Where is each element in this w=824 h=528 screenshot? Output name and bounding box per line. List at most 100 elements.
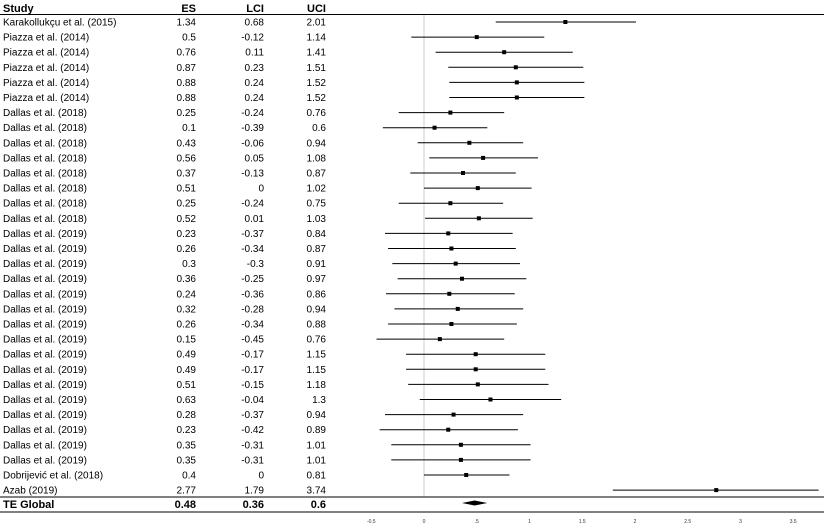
- uci-value: 0.94: [307, 410, 327, 421]
- effect-point: [437, 337, 442, 342]
- lci-value: -0.17: [241, 365, 264, 376]
- effect-point: [473, 352, 478, 357]
- uci-value: 0.76: [307, 108, 327, 119]
- effect-point: [467, 140, 472, 145]
- effect-point: [458, 442, 463, 447]
- uci-value: 1.03: [307, 214, 327, 225]
- effect-point: [458, 457, 463, 462]
- lci-value: -0.28: [241, 304, 264, 315]
- x-tick-label: -0.5: [367, 519, 376, 525]
- study-label: Dallas et al. (2018): [3, 123, 87, 134]
- plot-marks: [376, 15, 819, 506]
- uci-value: 1.15: [307, 350, 327, 361]
- lci-value: 0.01: [245, 214, 265, 225]
- summary-lci: 0.36: [243, 499, 264, 511]
- es-value: 0.88: [177, 93, 197, 104]
- uci-value: 1.3: [312, 395, 326, 406]
- uci-value: 1.01: [307, 440, 327, 451]
- uci-value: 0.87: [307, 244, 327, 255]
- lci-value: -0.17: [241, 350, 264, 361]
- uci-value: 3.74: [307, 486, 327, 497]
- study-label: Dallas et al. (2019): [3, 440, 87, 451]
- study-label: Piazza et al. (2014): [3, 78, 89, 89]
- uci-value: 1.14: [307, 33, 327, 44]
- uci-value: 0.94: [307, 138, 327, 149]
- es-value: 0.49: [177, 365, 197, 376]
- uci-value: 0.87: [307, 169, 327, 180]
- lci-value: 0.11: [245, 48, 264, 59]
- lci-value: -0.31: [241, 455, 264, 466]
- study-label: Dallas et al. (2018): [3, 199, 87, 210]
- effect-point: [514, 95, 519, 100]
- es-value: 0.26: [177, 244, 197, 255]
- uci-value: 0.81: [307, 471, 327, 482]
- study-label: Dallas et al. (2019): [3, 304, 87, 315]
- uci-value: 1.18: [307, 380, 327, 391]
- study-label: Dallas et al. (2019): [3, 455, 87, 466]
- effect-point: [502, 50, 507, 55]
- study-label: Karakollukçu et al. (2015): [3, 18, 116, 29]
- study-label: Dallas et al. (2019): [3, 410, 87, 421]
- lci-value: -0.42: [241, 425, 264, 436]
- study-label: Dallas et al. (2019): [3, 274, 87, 285]
- study-rows: Karakollukçu et al. (2015) 1.34 0.68 2.01 Pi…: [3, 18, 326, 497]
- es-value: 0.37: [177, 169, 197, 180]
- lci-value: -0.15: [241, 380, 264, 391]
- summary-diamond: [461, 500, 488, 506]
- uci-value: 1.08: [307, 153, 327, 164]
- x-tick-label: 3: [739, 519, 742, 525]
- lci-value: -0.45: [241, 335, 264, 346]
- es-value: 2.77: [177, 486, 197, 497]
- x-tick-label: 1: [528, 519, 531, 525]
- lci-value: -0.13: [241, 169, 264, 180]
- x-tick-label: .5: [475, 519, 479, 525]
- lci-value: -0.39: [241, 123, 264, 134]
- study-label: Dallas et al. (2019): [3, 350, 87, 361]
- effect-point: [464, 473, 469, 477]
- effect-point: [473, 367, 478, 372]
- summary-study: TE Global: [3, 499, 54, 511]
- es-value: 0.51: [177, 380, 197, 391]
- lci-value: 0.23: [245, 63, 265, 74]
- header-lci: LCI: [246, 3, 264, 15]
- effect-point: [461, 171, 466, 175]
- lci-value: 0: [258, 184, 264, 195]
- es-value: 0.3: [182, 259, 196, 270]
- effect-point: [474, 35, 479, 40]
- es-value: 0.87: [177, 63, 197, 74]
- es-value: 0.52: [177, 214, 197, 225]
- study-label: Dallas et al. (2018): [3, 108, 87, 119]
- x-tick-label: 3.5: [790, 519, 797, 525]
- x-axis-ticks: -0.5 0 .5 1 1.5 2 2.5 3 3.5: [367, 519, 797, 525]
- study-label: Dallas et al. (2018): [3, 214, 87, 225]
- es-value: 0.35: [177, 455, 197, 466]
- es-value: 0.32: [177, 304, 197, 315]
- es-value: 0.76: [177, 48, 197, 59]
- study-label: Dallas et al. (2018): [3, 184, 87, 195]
- es-value: 1.34: [177, 18, 197, 29]
- study-label: Dallas et al. (2019): [3, 259, 87, 270]
- lci-value: -0.06: [241, 138, 264, 149]
- lci-value: -0.04: [241, 395, 264, 406]
- effect-point: [455, 306, 460, 311]
- uci-value: 1.02: [307, 184, 327, 195]
- effect-point: [447, 291, 452, 296]
- summary-es: 0.48: [175, 499, 196, 511]
- header-study: Study: [3, 3, 34, 15]
- uci-value: 0.88: [307, 320, 327, 331]
- study-label: Dallas et al. (2019): [3, 229, 87, 240]
- uci-value: 0.76: [307, 335, 327, 346]
- lci-value: -0.24: [241, 199, 264, 210]
- lci-value: 0.68: [245, 18, 265, 29]
- es-value: 0.43: [177, 138, 197, 149]
- study-label: Dallas et al. (2019): [3, 244, 87, 255]
- es-value: 0.1: [182, 123, 196, 134]
- lci-value: -0.34: [241, 320, 264, 331]
- effect-point: [714, 488, 719, 493]
- uci-value: 2.01: [307, 18, 327, 29]
- lci-value: 0.24: [245, 78, 265, 89]
- effect-point: [446, 231, 451, 236]
- header-es: ES: [181, 3, 196, 15]
- study-label: Piazza et al. (2014): [3, 63, 89, 74]
- uci-value: 0.84: [307, 229, 327, 240]
